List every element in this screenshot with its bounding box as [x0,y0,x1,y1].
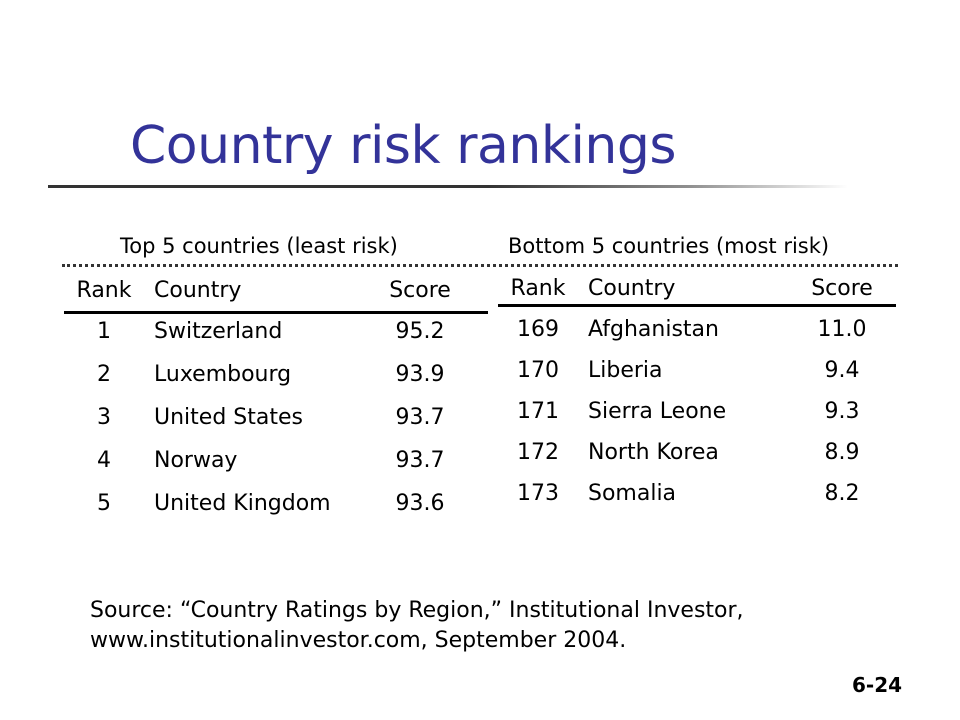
table-cell-country: United States [154,405,303,430]
table-cell-rank: 4 [97,448,111,473]
slide-title: Country risk rankings [130,116,677,176]
table-cell-country: Luxembourg [154,362,292,387]
source-line-1: Source: “Country Ratings by Region,” Ins… [90,598,744,623]
table-cell-country: Sierra Leone [588,399,727,424]
table-cell-country: United Kingdom [154,491,331,516]
column-header-score: Score [811,276,873,301]
table-cell-rank: 170 [517,358,559,383]
table-cell-score: 8.9 [824,440,860,465]
table-cell-rank: 173 [517,481,559,506]
source-line-2: www.institutionalinvestor.com, September… [90,628,627,653]
table-cell-country: Switzerland [154,319,283,344]
table-cell-score: 95.2 [395,319,445,344]
table-cell-score: 11.0 [817,317,867,342]
left-header-rule [64,311,488,314]
dotted-divider [62,264,898,267]
table-cell-rank: 1 [97,319,111,344]
right-header-rule [498,304,896,307]
table-cell-rank: 3 [97,405,111,430]
table-cell-score: 93.7 [395,405,445,430]
table-cell-score: 93.9 [395,362,445,387]
table-cell-rank: 171 [517,399,559,424]
column-header-country: Country [588,276,676,301]
table-cell-country: Liberia [588,358,663,383]
table-cell-rank: 5 [97,491,111,516]
column-header-score: Score [389,278,451,303]
column-header-country: Country [154,278,242,303]
page-number: 6-24 [852,673,903,697]
table-cell-score: 9.4 [824,358,860,383]
table-cell-country: Norway [154,448,238,473]
table-cell-score: 8.2 [824,481,860,506]
source-citation: Source: “Country Ratings by Region,” Ins… [90,596,744,656]
column-header-rank: Rank [510,276,566,301]
table-cell-rank: 2 [97,362,111,387]
table-cell-country: North Korea [588,440,719,465]
left-table-caption: Top 5 countries (least risk) [120,234,398,258]
table-cell-country: Somalia [588,481,677,506]
table-cell-rank: 172 [517,440,559,465]
table-cell-score: 93.7 [395,448,445,473]
table-cell-rank: 169 [517,317,559,342]
table-cell-score: 9.3 [824,399,860,424]
column-header-rank: Rank [76,278,132,303]
title-underline [48,185,848,188]
right-table-caption: Bottom 5 countries (most risk) [508,234,830,258]
table-cell-country: Afghanistan [588,317,719,342]
table-cell-score: 93.6 [395,491,445,516]
